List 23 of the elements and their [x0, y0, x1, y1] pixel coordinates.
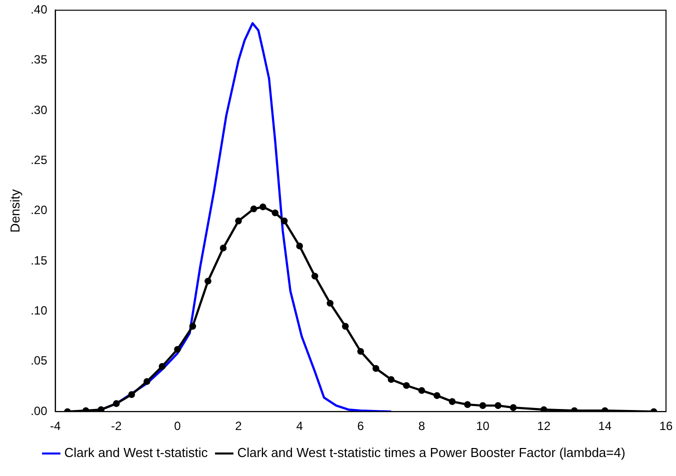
x-tick-label: 10 — [476, 419, 490, 434]
x-tick-label: 2 — [235, 419, 242, 434]
legend-label: Clark and West t-statistic times a Power Booster Factor (lambda=4) — [237, 445, 626, 460]
y-tick-label: .30 — [30, 102, 48, 117]
legend-label: Clark and West t-statistic — [64, 445, 208, 460]
y-tick-label: .35 — [30, 52, 48, 67]
y-tick-label: .05 — [30, 354, 48, 368]
x-tick-label: 8 — [418, 419, 426, 434]
x-tick-label: 14 — [598, 419, 612, 434]
y-axis-title: Density — [7, 188, 22, 233]
x-tick-label: 12 — [537, 419, 551, 434]
y-tick-label: .00 — [30, 404, 48, 418]
y-tick-label: .25 — [30, 153, 48, 168]
x-tick-label: -2 — [111, 419, 122, 434]
y-tick-label: .10 — [30, 304, 48, 318]
y-tick-label: .20 — [30, 203, 48, 218]
x-tick-label: 0 — [174, 419, 182, 434]
y-tick-label: .15 — [30, 253, 48, 268]
x-tick-label: -4 — [50, 419, 61, 434]
y-tick-label: .40 — [30, 2, 48, 17]
x-tick-label: 16 — [659, 419, 673, 434]
x-tick-label: 4 — [296, 419, 304, 434]
x-tick-label: 6 — [357, 419, 364, 434]
